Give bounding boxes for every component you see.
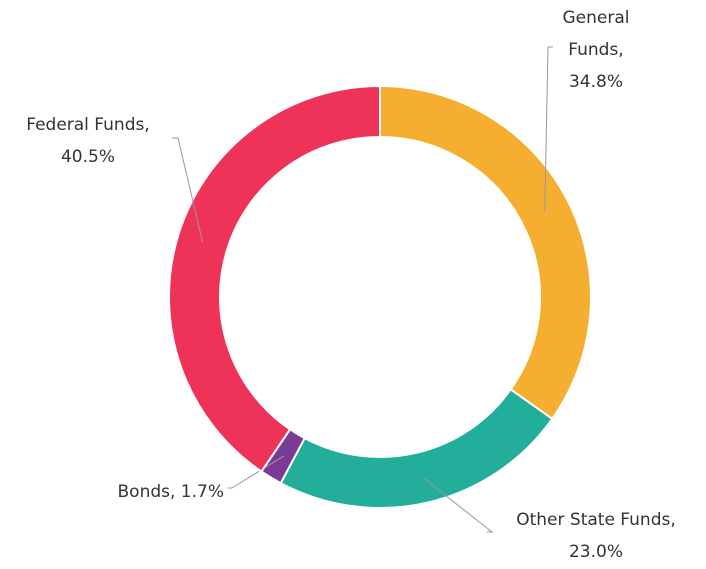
donut-slice <box>279 388 554 509</box>
donut-slice <box>168 84 381 473</box>
donut-slice <box>379 84 593 421</box>
leader-line <box>228 455 285 489</box>
leader-line <box>544 46 553 212</box>
leader-line <box>172 137 204 243</box>
data-label: Other State Funds, 23.0% <box>516 510 676 562</box>
data-label: General Funds, 34.8% <box>563 8 630 92</box>
data-label: Bonds, 1.7% <box>118 482 224 502</box>
data-label: Federal Funds, 40.5% <box>26 115 150 167</box>
leader-line <box>422 477 494 533</box>
